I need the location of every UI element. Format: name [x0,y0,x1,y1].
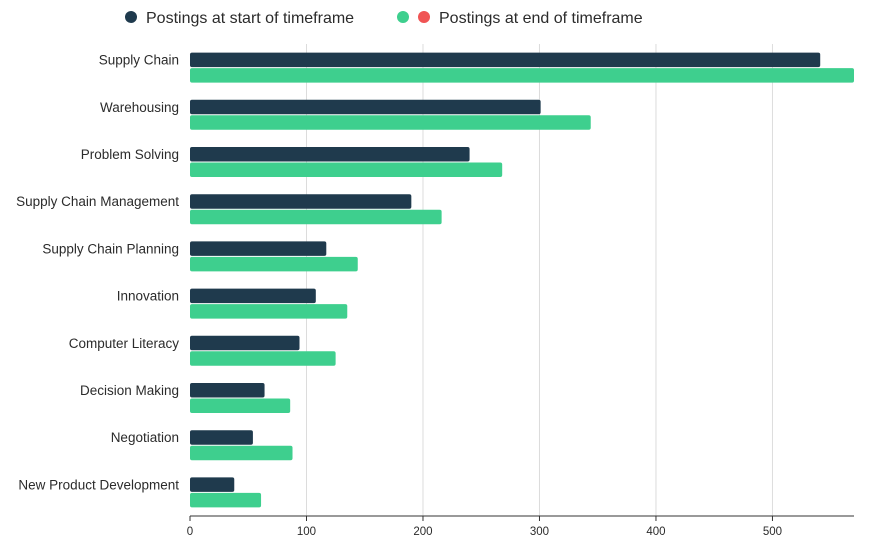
x-tick-label: 200 [413,526,432,538]
legend-marker-end[interactable] [397,11,409,23]
bars [190,52,854,508]
category-labels: Supply Chain Warehousing Problem Solving Su… [16,53,179,493]
grid-lines [305,44,773,516]
bar-end[interactable] [190,304,348,319]
bar-end[interactable] [190,115,591,130]
legend: Postings at start of timeframe Postings … [125,10,643,27]
bar-end[interactable] [190,68,854,83]
category-label: Supply Chain [99,53,179,68]
category-label: Warehousing [100,100,179,115]
category-label: Supply Chain Planning [42,241,179,256]
legend-marker-end-alt [418,11,430,23]
category-label: Problem Solving [81,147,179,162]
bar-start[interactable] [190,241,327,256]
legend-marker-start[interactable] [125,11,137,23]
x-tick-label: 0 [187,526,193,538]
bar-start[interactable] [190,335,300,351]
bar-start[interactable] [190,147,470,162]
bar-end[interactable] [190,256,358,272]
category-label: Computer Literacy [69,336,180,351]
legend-label-start[interactable]: Postings at start of timeframe [146,10,354,27]
category-label: Innovation [117,289,179,304]
bar-end[interactable] [190,492,262,508]
bar-end[interactable] [190,209,442,225]
category-label: Supply Chain Management [16,194,179,209]
bar-end[interactable] [190,445,293,461]
category-label: Negotiation [111,430,179,445]
bar-start[interactable] [190,383,265,398]
bar-end[interactable] [190,351,336,366]
bar-start[interactable] [190,288,316,304]
x-axis: 0 100 200 300 400 500 [187,515,854,538]
category-label: Decision Making [80,383,179,398]
x-tick-label: 100 [297,526,316,538]
bar-start[interactable] [190,52,821,68]
x-tick-label: 300 [530,526,549,538]
bar-start[interactable] [190,99,541,115]
x-tick-label: 500 [763,526,782,538]
category-label: New Product Development [18,477,179,492]
bar-end[interactable] [190,398,291,414]
bar-end[interactable] [190,162,503,178]
x-tick-label: 400 [646,526,665,538]
bar-start[interactable] [190,477,235,492]
legend-label-end[interactable]: Postings at end of timeframe [439,10,643,27]
bar-start[interactable] [190,430,253,445]
bar-start[interactable] [190,194,412,209]
